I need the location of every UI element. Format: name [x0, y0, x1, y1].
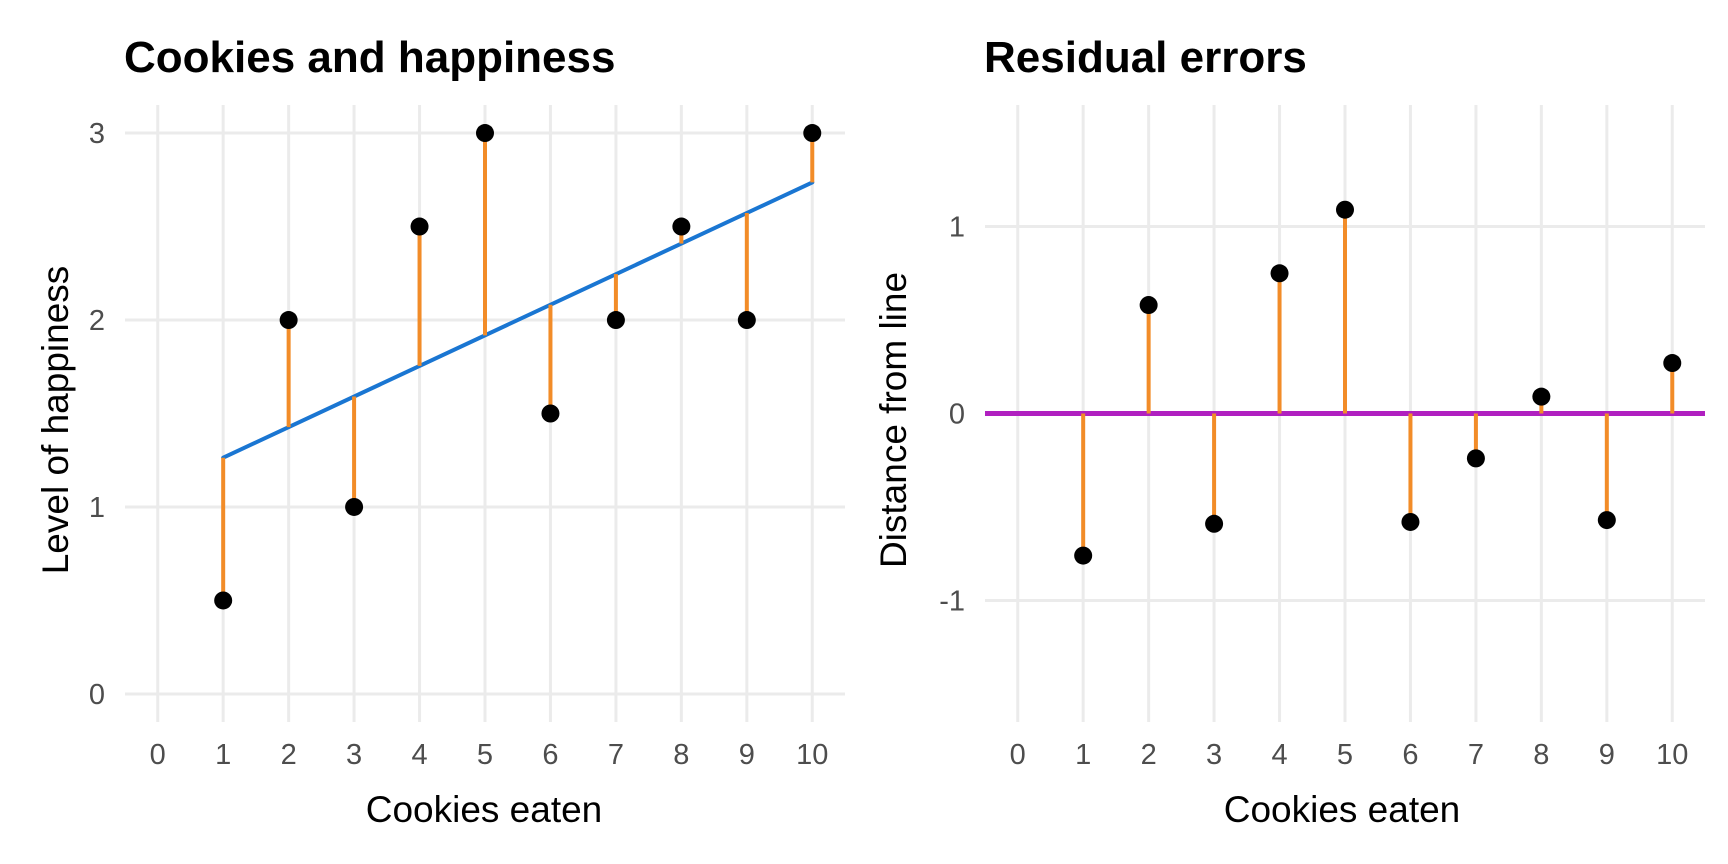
left-x-tick-label-8: 8: [673, 739, 689, 771]
left-x-tick-label-7: 7: [608, 739, 624, 771]
left-x-axis-title: Cookies eaten: [366, 789, 603, 830]
left-y-tick-label-1: 1: [89, 492, 105, 524]
left-panel: Cookies and happiness 0 1 2 3 4 5 6 7 8 9 10 0123 …: [35, 33, 845, 830]
left-data-point-0: [214, 591, 233, 610]
left-data-point-1: [279, 311, 298, 330]
left-residual-segments: [221, 133, 815, 601]
right-x-axis-title: Cookies eaten: [1224, 789, 1461, 830]
left-data-point-7: [672, 217, 691, 236]
left-x-tick-label-4: 4: [411, 739, 427, 771]
right-y-tick-label-1: 0: [949, 399, 965, 431]
left-chart-title: Cookies and happiness: [124, 33, 615, 82]
left-data-point-6: [606, 311, 625, 330]
left-data-point-4: [476, 124, 494, 143]
left-data-point-9: [803, 124, 822, 143]
left-x-tick-label-5: 5: [477, 739, 493, 771]
right-data-point-7: [1532, 387, 1551, 406]
right-x-tick-label-8: 8: [1533, 739, 1549, 771]
right-data-point-6: [1466, 449, 1485, 468]
left-data-point-5: [541, 404, 560, 423]
right-data-point-9: [1663, 354, 1682, 373]
left-data-point-2: [345, 497, 364, 516]
left-fit-line-group: [221, 180, 815, 460]
left-y-tick-label-3: 3: [89, 118, 105, 150]
right-y-axis-title: Distance from line: [873, 272, 914, 568]
left-y-tick-label-2: 2: [89, 305, 105, 337]
right-residual-segments: [1081, 209, 1675, 556]
right-chart-title: Residual errors: [984, 33, 1307, 82]
right-x-tick-label-0: 0: [1010, 739, 1026, 771]
left-x-tick-label-10: 10: [796, 739, 828, 771]
right-y-tick-labels: -1 0 1: [939, 212, 965, 618]
right-data-point-0: [1074, 546, 1093, 565]
right-x-tick-label-6: 6: [1402, 739, 1418, 771]
right-points: [1074, 200, 1682, 565]
left-y-axis-title: Level of happiness: [35, 266, 76, 575]
left-points: [214, 124, 822, 610]
left-data-point-8: [737, 311, 756, 330]
right-data-point-8: [1597, 511, 1616, 530]
right-data-point-4: [1336, 200, 1354, 219]
right-data-point-1: [1139, 296, 1158, 315]
right-x-tick-label-4: 4: [1271, 739, 1287, 771]
right-x-tick-labels: 0 1 2 3 4 5 6 7 8 9 10: [1010, 739, 1689, 771]
left-x-tick-label-2: 2: [281, 739, 297, 771]
right-data-point-2: [1205, 514, 1224, 533]
left-y-tick-labels: 0 1 2 3: [89, 118, 105, 711]
right-x-tick-label-5: 5: [1337, 739, 1353, 771]
right-x-tick-label-1: 1: [1075, 739, 1091, 771]
left-data-point-3: [410, 217, 429, 236]
right-y-tick-label-2: 1: [949, 212, 965, 244]
left-x-tick-label-3: 3: [346, 739, 362, 771]
right-x-tick-label-7: 7: [1468, 739, 1484, 771]
right-data-point-5: [1401, 512, 1420, 531]
left-x-tick-label-0: 0: [150, 739, 166, 771]
left-x-tick-label-1: 1: [215, 739, 231, 771]
right-x-tick-label-2: 2: [1141, 739, 1157, 771]
right-x-tick-label-3: 3: [1206, 739, 1222, 771]
right-x-tick-label-9: 9: [1599, 739, 1615, 771]
right-y-tick-label-0: -1: [939, 585, 965, 617]
left-y-tick-label-0: 0: [89, 679, 105, 711]
fit-line: [221, 180, 815, 460]
left-x-tick-label-6: 6: [542, 739, 558, 771]
left-x-tick-label-9: 9: [739, 739, 755, 771]
left-x-tick-labels: 0 1 2 3 4 5 6 7 8 9 10: [150, 739, 829, 771]
right-x-tick-label-10: 10: [1656, 739, 1688, 771]
right-panel: Residual errors 0 1 2 3 4 5 6 7 8 9 10 -1 0 1 Cookie…: [873, 33, 1705, 830]
right-data-point-3: [1270, 264, 1289, 283]
